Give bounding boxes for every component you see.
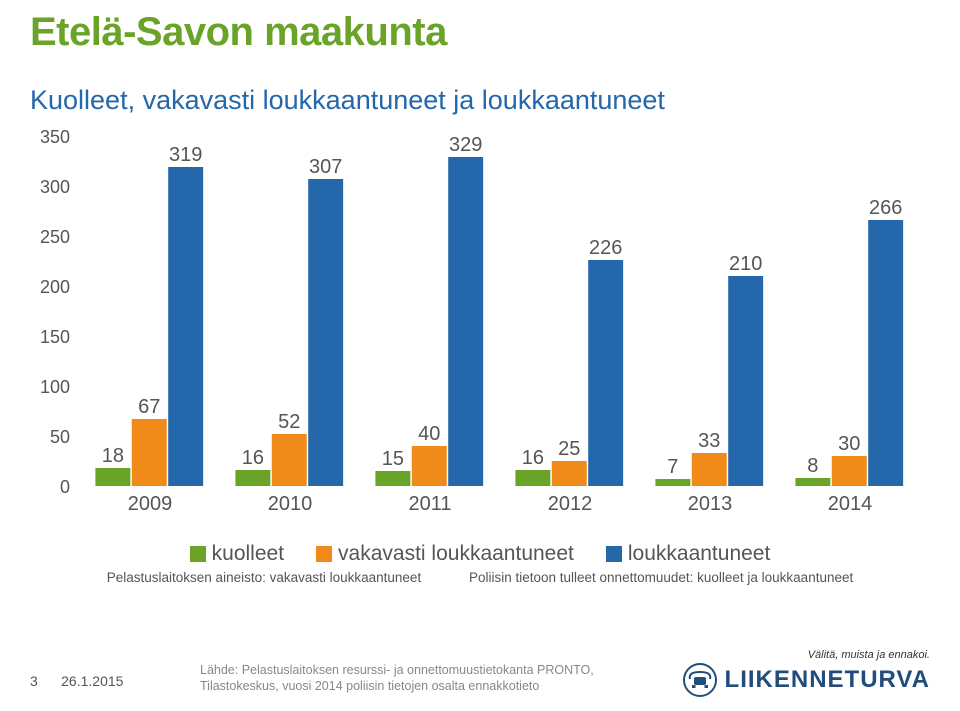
svg-text:2012: 2012 [548, 493, 593, 515]
bar [132, 419, 167, 486]
bar [692, 453, 727, 486]
svg-text:8: 8 [807, 455, 818, 477]
chart-svg: 0501001502002503003501867319200916523072… [30, 126, 930, 516]
svg-text:2011: 2011 [408, 493, 451, 515]
svg-text:319: 319 [169, 144, 202, 166]
footer-logo: Välitä, muista ja ennakoi. LIIKENNETURVA [683, 649, 930, 697]
legend-item: vakavasti loukkaantuneet [316, 542, 574, 566]
svg-text:40: 40 [418, 423, 440, 445]
legend-item: kuolleet [190, 542, 284, 566]
legend-label: kuolleet [212, 542, 284, 565]
bar [795, 478, 830, 486]
bar [448, 157, 483, 486]
svg-text:2014: 2014 [828, 493, 873, 515]
logo-icon [683, 663, 717, 697]
footer-left: 3 26.1.2015 [30, 673, 123, 689]
svg-text:210: 210 [729, 253, 762, 275]
chart-sublegend: Pelastuslaitoksen aineisto: vakavasti lo… [30, 570, 930, 585]
svg-text:7: 7 [667, 456, 678, 478]
svg-text:33: 33 [698, 430, 720, 452]
bar [412, 446, 447, 486]
chart-subtitle: Kuolleet, vakavasti loukkaantuneet ja lo… [30, 85, 930, 116]
svg-text:18: 18 [102, 445, 124, 467]
logo-tagline: Välitä, muista ja ennakoi. [683, 649, 930, 661]
legend-label: loukkaantuneet [628, 542, 770, 565]
bar [832, 456, 867, 486]
footer-page-number: 3 [30, 673, 38, 689]
footer-source-line1: Lähde: Pelastuslaitoksen resurssi- ja on… [200, 662, 600, 678]
svg-text:307: 307 [309, 156, 342, 178]
legend-item: loukkaantuneet [606, 542, 770, 566]
legend-swatch [316, 546, 332, 562]
svg-text:25: 25 [558, 438, 580, 460]
page-title: Etelä-Savon maakunta [30, 10, 930, 55]
bar [375, 471, 410, 486]
svg-text:200: 200 [40, 277, 70, 297]
svg-text:150: 150 [40, 327, 70, 347]
svg-text:16: 16 [522, 447, 544, 469]
svg-text:100: 100 [40, 377, 70, 397]
svg-text:50: 50 [50, 427, 70, 447]
legend-swatch [190, 546, 206, 562]
svg-text:266: 266 [869, 197, 902, 219]
logo-text: LIIKENNETURVA [725, 666, 930, 694]
svg-text:300: 300 [40, 177, 70, 197]
svg-text:30: 30 [838, 433, 860, 455]
bar [552, 461, 587, 486]
bar [168, 167, 203, 486]
svg-text:2013: 2013 [688, 493, 733, 515]
footer-date: 26.1.2015 [61, 673, 123, 689]
chart-legend: kuolleet vakavasti loukkaantuneet loukkaan… [30, 542, 930, 566]
svg-text:350: 350 [40, 127, 70, 147]
svg-text:52: 52 [278, 411, 300, 433]
svg-text:226: 226 [589, 237, 622, 259]
legend-swatch [606, 546, 622, 562]
svg-text:15: 15 [382, 448, 404, 470]
bar [588, 260, 623, 486]
svg-text:329: 329 [449, 134, 482, 156]
logo-main: LIIKENNETURVA [683, 663, 930, 697]
svg-text:16: 16 [242, 447, 264, 469]
bar [515, 470, 550, 486]
bar [308, 179, 343, 486]
bar-chart: 0501001502002503003501867319200916523072… [30, 126, 930, 536]
footer-source-line2: Tilastokeskus, vuosi 2014 poliisin tieto… [200, 678, 600, 694]
footer-source: Lähde: Pelastuslaitoksen resurssi- ja on… [200, 662, 600, 695]
svg-text:67: 67 [138, 396, 160, 418]
bar [272, 434, 307, 486]
svg-text:0: 0 [60, 477, 70, 497]
svg-text:2009: 2009 [128, 493, 173, 515]
sublegend-left: Pelastuslaitoksen aineisto: vakavasti lo… [107, 570, 421, 585]
svg-text:250: 250 [40, 227, 70, 247]
bar [655, 479, 690, 486]
sublegend-right: Poliisin tietoon tulleet onnettomuudet: … [469, 570, 853, 585]
svg-text:2010: 2010 [268, 493, 313, 515]
bar [868, 220, 903, 486]
bar [235, 470, 270, 486]
bar [728, 276, 763, 486]
bar [95, 468, 130, 486]
legend-label: vakavasti loukkaantuneet [338, 542, 574, 565]
